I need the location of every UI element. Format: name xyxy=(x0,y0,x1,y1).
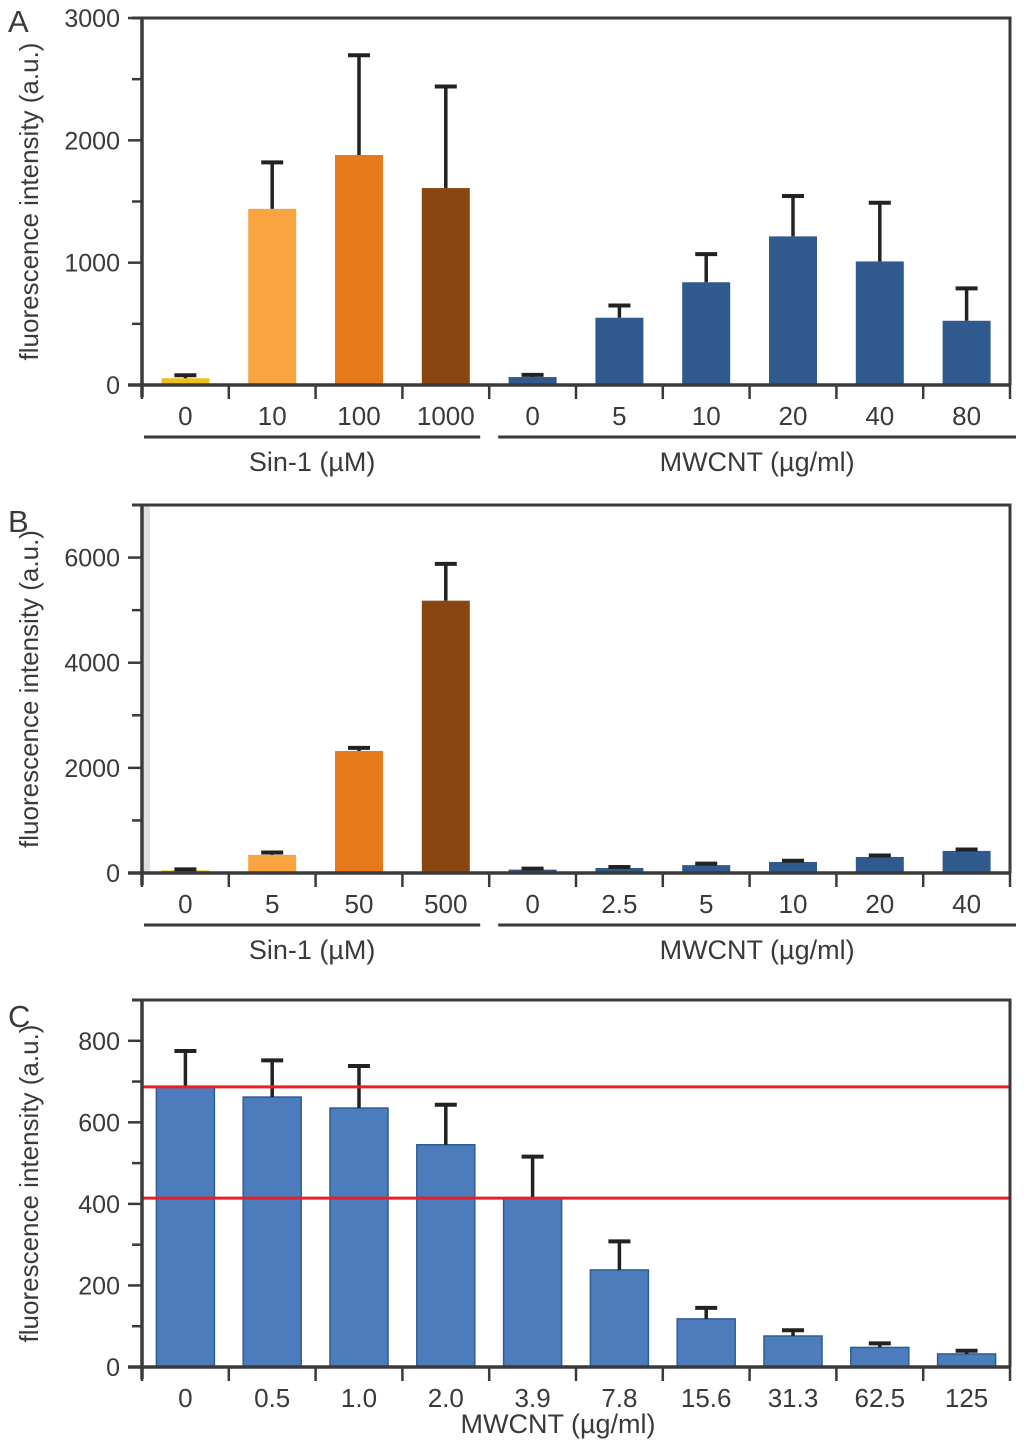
x-tick-label: 62.5 xyxy=(854,1383,905,1413)
panel-letter: B xyxy=(8,504,29,539)
x-tick-label: 0 xyxy=(525,401,539,431)
y-tick-label: 600 xyxy=(78,1109,120,1137)
bar xyxy=(942,320,991,385)
y-tick-label: 2000 xyxy=(64,755,120,783)
y-tick-label: 3000 xyxy=(64,5,120,33)
x-tick-label: 5 xyxy=(699,889,713,919)
y-axis-label: fluorescence intensity (a.u.) xyxy=(14,530,44,848)
bar xyxy=(335,751,383,873)
x-tick-label: 3.9 xyxy=(515,1383,551,1413)
bar xyxy=(416,1144,476,1368)
bar xyxy=(595,868,644,873)
x-tick-label: 80 xyxy=(952,401,981,431)
panel-letter: A xyxy=(8,4,29,39)
x-tick-label: 500 xyxy=(424,889,467,919)
bar xyxy=(595,317,644,385)
x-tick-label: 0 xyxy=(178,401,192,431)
group-axis-label: Sin-1 (µM) xyxy=(249,447,376,477)
bar xyxy=(682,865,731,873)
y-tick-label: 800 xyxy=(78,1028,120,1056)
x-tick-label: 50 xyxy=(345,889,374,919)
x-tick-label: 0 xyxy=(525,889,539,919)
bar xyxy=(508,377,557,385)
y-tick-label: 0 xyxy=(106,372,120,400)
bar xyxy=(421,600,470,873)
bar xyxy=(335,155,383,385)
chart-panel-b: 0 2000 4000 6000 0 5 50 500 0 2.5 5 10 20 40 Sin-1 (µM… xyxy=(8,503,1016,965)
y-tick-label: 0 xyxy=(106,860,120,888)
bar xyxy=(155,1086,216,1368)
x-tick-label: 31.3 xyxy=(768,1383,819,1413)
x-tick-label: 0 xyxy=(178,889,192,919)
y-tick-label: 0 xyxy=(106,1354,120,1382)
group-axis-label: Sin-1 (µM) xyxy=(249,935,376,965)
y-tick-label: 6000 xyxy=(64,545,120,573)
group-axis-label: MWCNT (µg/ml) xyxy=(660,935,855,965)
bar xyxy=(589,1269,650,1368)
chart-panel-a: 0 1000 2000 3000 0 10 100 1000 0 5 10 20 40 80 Sin-1 (… xyxy=(8,4,1016,477)
bar xyxy=(769,861,817,873)
y-axis-label: fluorescence intensity (a.u.) xyxy=(14,1025,44,1343)
x-tick-label: 5 xyxy=(612,401,626,431)
x-tick-label: 1.0 xyxy=(341,1383,377,1413)
y-tick-label: 400 xyxy=(78,1191,120,1219)
x-tick-label: 15.6 xyxy=(681,1383,732,1413)
bar xyxy=(248,208,297,385)
x-tick-label: 20 xyxy=(779,401,808,431)
x-tick-label: 0 xyxy=(178,1383,192,1413)
bar xyxy=(161,378,210,385)
y-tick-label: 200 xyxy=(78,1272,120,1300)
chart-panel-c: 0 200 400 600 800 0 0.5 1.0 2.0 3.9 7.8 15.6 31.3 62.… xyxy=(8,998,1012,1439)
x-tick-label: 10 xyxy=(258,401,287,431)
bar xyxy=(850,1346,910,1368)
bar xyxy=(763,1335,823,1368)
x-tick-label: 2.0 xyxy=(428,1383,464,1413)
y-tick-label: 4000 xyxy=(64,650,120,678)
x-tick-label: 5 xyxy=(265,889,279,919)
bar xyxy=(936,1353,997,1368)
x-tick-label: 20 xyxy=(865,889,894,919)
x-tick-label: 40 xyxy=(865,401,894,431)
x-tick-label: 10 xyxy=(779,889,808,919)
bar xyxy=(676,1318,736,1368)
x-tick-label: 125 xyxy=(945,1383,988,1413)
plot-frame xyxy=(132,16,1012,385)
bar xyxy=(502,1197,563,1368)
panel-letter: C xyxy=(8,999,30,1034)
plot-frame xyxy=(132,998,1012,1367)
x-tick-label: 100 xyxy=(337,401,380,431)
bar xyxy=(421,188,470,385)
x-tick-label: 0.5 xyxy=(254,1383,290,1413)
x-axis-label: MWCNT (µg/ml) xyxy=(460,1409,655,1439)
plot-frame xyxy=(132,503,1012,873)
bar xyxy=(682,282,731,385)
bar xyxy=(329,1107,389,1368)
bar xyxy=(855,261,904,385)
bar xyxy=(248,854,297,873)
y-axis-label: fluorescence intensity (a.u.) xyxy=(14,43,44,361)
x-tick-label: 40 xyxy=(952,889,981,919)
bar xyxy=(942,850,991,873)
bar xyxy=(242,1096,302,1368)
group-axis-label: MWCNT (µg/ml) xyxy=(660,447,855,477)
scan-artifact-band xyxy=(144,505,150,873)
x-tick-label: 10 xyxy=(692,401,721,431)
y-tick-label: 2000 xyxy=(64,127,120,155)
bar xyxy=(855,856,904,873)
bar xyxy=(769,236,817,385)
y-tick-label: 1000 xyxy=(64,250,120,278)
x-tick-label: 7.8 xyxy=(601,1383,637,1413)
x-tick-label: 2.5 xyxy=(601,889,637,919)
x-tick-label: 1000 xyxy=(417,401,475,431)
